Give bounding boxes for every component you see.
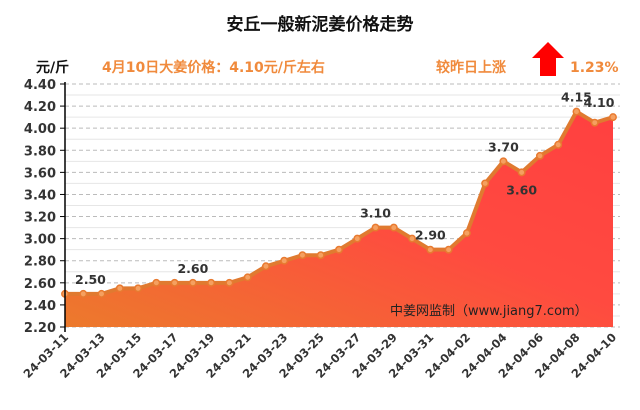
data-point <box>499 157 508 166</box>
data-point <box>298 251 307 260</box>
data-point <box>280 256 289 265</box>
data-label: 3.60 <box>506 182 537 197</box>
y-tick-label: 4.00 <box>24 122 56 137</box>
y-tick-label: 3.80 <box>24 144 56 159</box>
data-point <box>609 113 617 122</box>
watermark: 中姜网监制（www.jiang7.com） <box>390 304 588 319</box>
y-tick-label: 3.00 <box>24 233 56 248</box>
data-point <box>353 234 362 243</box>
data-point <box>535 151 544 160</box>
change-label: 较昨日上涨 <box>436 59 506 76</box>
data-point <box>335 245 343 254</box>
price-subtitle: 4月10日大姜价格：4.10元/斤左右 <box>102 59 325 76</box>
data-point <box>225 278 234 287</box>
y-tick-label: 2.60 <box>24 277 56 292</box>
y-tick-label: 3.60 <box>24 166 56 181</box>
data-point <box>444 245 453 254</box>
y-axis-unit: 元/斤 <box>36 59 69 76</box>
data-point <box>261 262 270 271</box>
data-point <box>188 278 197 287</box>
data-point <box>462 229 471 238</box>
y-tick-label: 3.40 <box>24 188 56 203</box>
data-point <box>572 107 581 116</box>
price-area <box>65 111 613 327</box>
data-point <box>79 289 88 298</box>
data-point <box>408 234 417 243</box>
y-tick-label: 4.40 <box>24 78 56 93</box>
y-tick-label: 2.80 <box>24 255 56 270</box>
data-point <box>371 223 380 232</box>
y-tick-label: 3.20 <box>24 211 56 226</box>
data-label: 4.15 <box>561 90 592 105</box>
data-label: 2.50 <box>75 272 106 287</box>
data-point <box>97 289 106 298</box>
data-point <box>389 223 398 232</box>
y-tick-label: 2.40 <box>24 299 56 314</box>
data-point <box>316 251 325 260</box>
data-label: 3.10 <box>360 206 391 221</box>
up-arrow-icon <box>532 42 564 76</box>
data-point <box>481 179 490 188</box>
data-point <box>517 168 526 177</box>
data-point <box>207 278 216 287</box>
data-label: 3.70 <box>488 139 519 154</box>
data-point <box>426 245 435 254</box>
change-value: 1.23% <box>570 60 619 76</box>
data-point <box>243 273 252 282</box>
data-point <box>152 278 161 287</box>
data-point <box>170 278 179 287</box>
data-label: 2.60 <box>177 261 208 276</box>
data-point <box>115 284 124 293</box>
data-point <box>134 284 143 293</box>
data-label: 4.10 <box>584 95 615 110</box>
chart-title: 安丘一般新泥姜价格走势 <box>227 14 414 35</box>
data-label: 2.90 <box>415 228 446 243</box>
data-point <box>554 140 563 149</box>
y-tick-label: 4.20 <box>24 100 56 115</box>
data-point <box>590 118 599 127</box>
y-tick-label: 2.20 <box>24 321 56 336</box>
